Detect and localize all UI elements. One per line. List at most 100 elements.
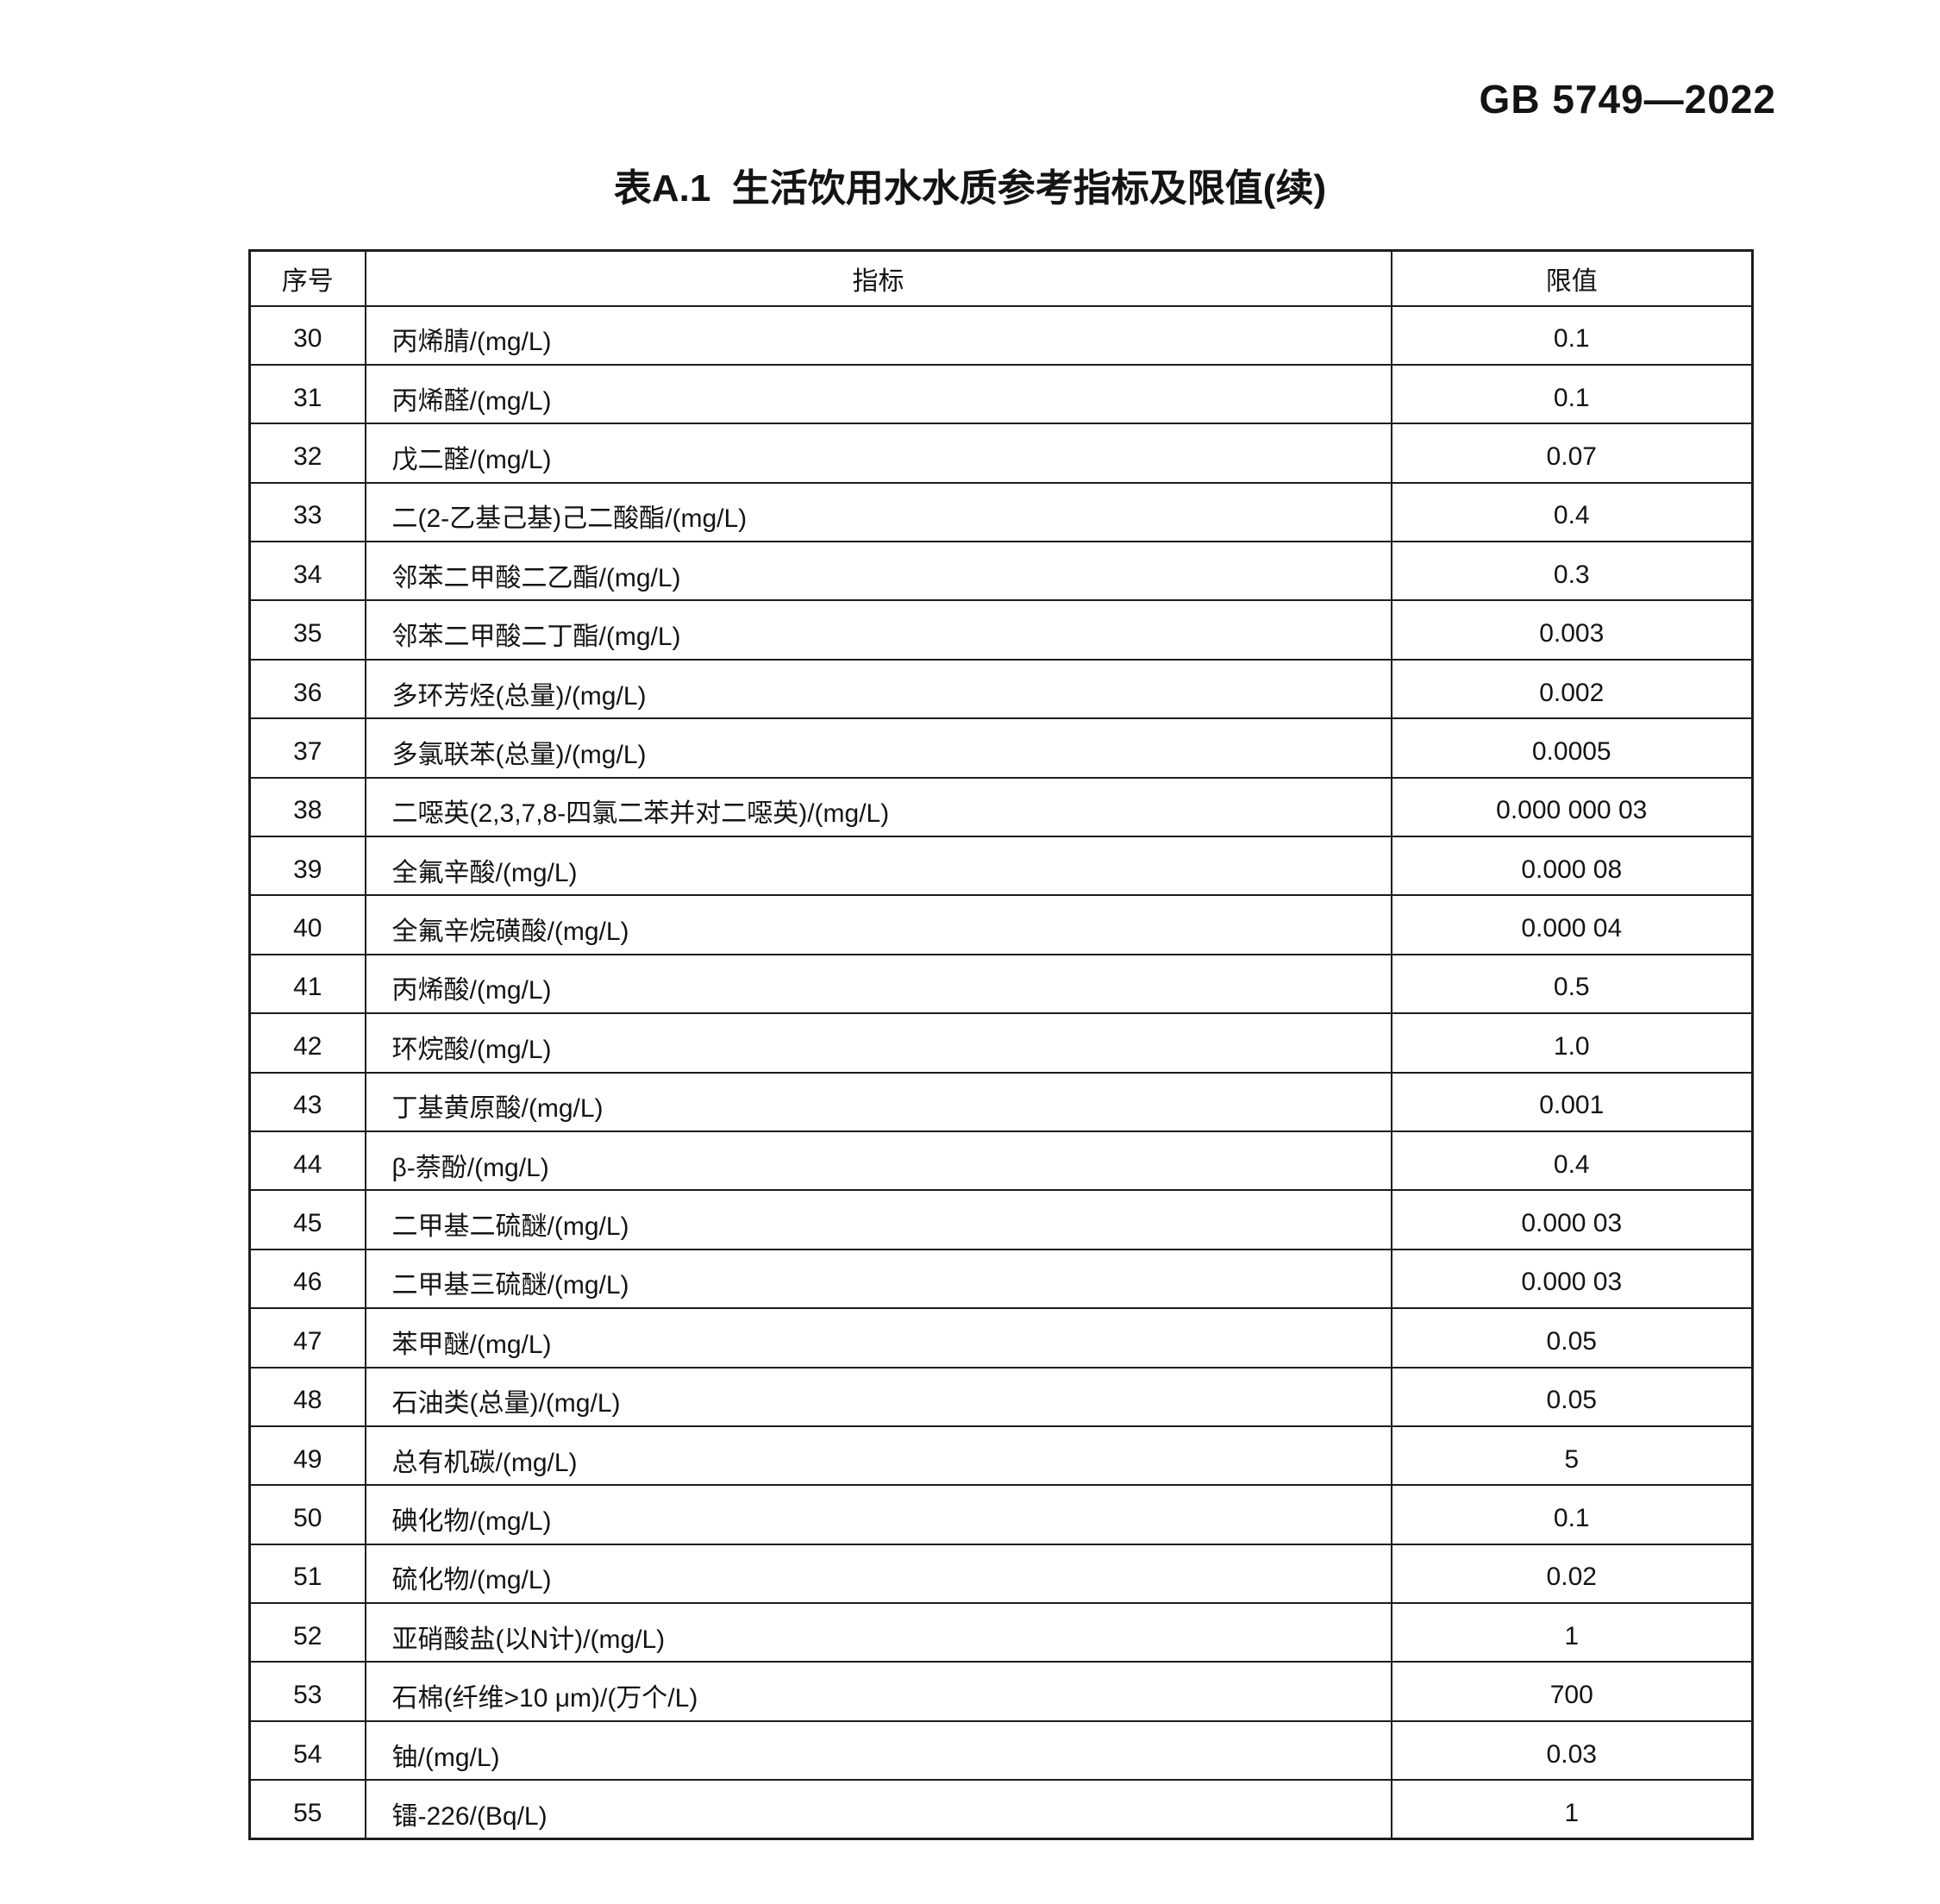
row-number-cell: 31	[248, 363, 366, 425]
limit-cell: 0.000 04	[1390, 894, 1754, 955]
limit-cell: 0.5	[1390, 953, 1754, 1015]
table-row: 31 丙烯醛/(mg/L) 0.1	[248, 363, 1754, 425]
indicator-cell: 全氟辛酸/(mg/L)	[364, 836, 1392, 897]
table-row: 47 苯甲醚/(mg/L) 0.05	[248, 1307, 1754, 1368]
limit-cell: 0.003	[1390, 599, 1754, 661]
header-row: 序号 指标 限值	[248, 249, 1754, 307]
indicator-cell: 碘化物/(mg/L)	[364, 1484, 1392, 1545]
indicator-cell: 二噁英(2,3,7,8-四氯二苯并对二噁英)/(mg/L)	[364, 776, 1392, 838]
row-number-cell: 40	[248, 894, 366, 955]
indicator-cell: 二(2-乙基己基)己二酸酯/(mg/L)	[364, 481, 1392, 543]
table-row: 33 二(2-乙基己基)己二酸酯/(mg/L) 0.4	[248, 481, 1754, 543]
indicator-cell: 石油类(总量)/(mg/L)	[364, 1366, 1392, 1427]
limit-cell: 0.4	[1390, 481, 1754, 543]
row-number-cell: 49	[248, 1425, 366, 1487]
indicator-cell: 环烷酸/(mg/L)	[364, 1012, 1392, 1074]
doc-code: GB 5749—2022	[1479, 77, 1776, 122]
limit-cell: 0.000 03	[1390, 1248, 1754, 1310]
indicator-cell: 苯甲醚/(mg/L)	[364, 1307, 1392, 1368]
table-row: 53 石棉(纤维>10 μm)/(万个/L) 700	[248, 1661, 1754, 1722]
indicator-cell: 邻苯二甲酸二乙酯/(mg/L)	[364, 541, 1392, 602]
table-title: 表A.1 生活饮用水水质参考指标及限值(续)	[613, 167, 1327, 210]
table-row: 36 多环芳烃(总量)/(mg/L) 0.002	[248, 658, 1754, 720]
limit-cell: 5	[1390, 1425, 1754, 1487]
table-header: 序号 指标 限值	[248, 249, 1754, 307]
indicator-cell: 丙烯腈/(mg/L)	[364, 304, 1392, 366]
limit-cell: 0.03	[1390, 1719, 1754, 1782]
limit-cell: 1	[1390, 1602, 1754, 1663]
row-number-cell: 38	[248, 776, 366, 838]
indicator-cell: 镭-226/(Bq/L)	[364, 1779, 1392, 1840]
table-row: 30 丙烯腈/(mg/L) 0.1	[248, 304, 1754, 366]
row-number-cell: 44	[248, 1130, 366, 1192]
indicator-cell: 亚硝酸盐(以N计)/(mg/L)	[364, 1602, 1392, 1663]
row-number-cell: 43	[248, 1071, 366, 1132]
table-body: 30 丙烯腈/(mg/L) 0.1 31 丙烯醛/(mg/L) 0.1 32 戊二醛/(mg/…	[248, 304, 1754, 1840]
row-number-cell: 30	[248, 304, 366, 366]
row-number-cell: 54	[248, 1719, 366, 1782]
row-number-cell: 50	[248, 1484, 366, 1545]
table-row: 34 邻苯二甲酸二乙酯/(mg/L) 0.3	[248, 541, 1754, 602]
table-row: 48 石油类(总量)/(mg/L) 0.05	[248, 1366, 1754, 1427]
indicator-cell: 二甲基三硫醚/(mg/L)	[364, 1248, 1392, 1310]
table-row: 45 二甲基二硫醚/(mg/L) 0.000 03	[248, 1189, 1754, 1250]
column-header-no: 序号	[248, 249, 366, 307]
column-header-indicator: 指标	[364, 249, 1392, 307]
column-header-limit: 限值	[1390, 249, 1754, 307]
row-number-cell: 48	[248, 1366, 366, 1427]
table-row: 49 总有机碳/(mg/L) 5	[248, 1425, 1754, 1487]
table-row: 39 全氟辛酸/(mg/L) 0.000 08	[248, 836, 1754, 897]
water-quality-table: 序号 指标 限值 30 丙烯腈/(mg/L) 0.1 31 丙烯醛/(mg/L) 0.1 3…	[248, 249, 1754, 1841]
table-row: 38 二噁英(2,3,7,8-四氯二苯并对二噁英)/(mg/L) 0.000 000…	[248, 776, 1754, 838]
row-number-cell: 46	[248, 1248, 366, 1310]
indicator-cell: 二甲基二硫醚/(mg/L)	[364, 1189, 1392, 1250]
table-row: 42 环烷酸/(mg/L) 1.0	[248, 1012, 1754, 1074]
indicator-cell: 戊二醛/(mg/L)	[364, 423, 1392, 484]
limit-cell: 0.05	[1390, 1307, 1754, 1368]
limit-cell: 0.07	[1390, 423, 1754, 484]
indicator-cell: 铀/(mg/L)	[364, 1719, 1392, 1782]
row-number-cell: 47	[248, 1307, 366, 1368]
table-row: 54 铀/(mg/L) 0.03	[248, 1719, 1754, 1782]
indicator-cell: 丙烯醛/(mg/L)	[364, 363, 1392, 425]
table-row: 46 二甲基三硫醚/(mg/L) 0.000 03	[248, 1248, 1754, 1310]
limit-cell: 0.0005	[1390, 717, 1754, 779]
limit-cell: 0.02	[1390, 1543, 1754, 1605]
limit-cell: 700	[1390, 1661, 1754, 1722]
limit-cell: 0.1	[1390, 1484, 1754, 1545]
indicator-cell: 石棉(纤维>10 μm)/(万个/L)	[364, 1661, 1392, 1722]
indicator-cell: 总有机碳/(mg/L)	[364, 1425, 1392, 1487]
row-number-cell: 42	[248, 1012, 366, 1074]
table-row: 32 戊二醛/(mg/L) 0.07	[248, 423, 1754, 484]
table-row: 35 邻苯二甲酸二丁酯/(mg/L) 0.003	[248, 599, 1754, 661]
row-number-cell: 36	[248, 658, 366, 720]
indicator-cell: 丁基黄原酸/(mg/L)	[364, 1071, 1392, 1132]
row-number-cell: 39	[248, 836, 366, 897]
indicator-cell: 多环芳烃(总量)/(mg/L)	[364, 658, 1392, 720]
row-number-cell: 52	[248, 1602, 366, 1663]
table-row: 41 丙烯酸/(mg/L) 0.5	[248, 953, 1754, 1015]
limit-cell: 0.000 000 03	[1390, 776, 1754, 838]
row-number-cell: 55	[248, 1779, 366, 1840]
indicator-cell: 邻苯二甲酸二丁酯/(mg/L)	[364, 599, 1392, 661]
limit-cell: 0.4	[1390, 1130, 1754, 1192]
table-row: 52 亚硝酸盐(以N计)/(mg/L) 1	[248, 1602, 1754, 1663]
row-number-cell: 35	[248, 599, 366, 661]
row-number-cell: 41	[248, 953, 366, 1015]
limit-cell: 0.002	[1390, 658, 1754, 720]
limit-cell: 1.0	[1390, 1012, 1754, 1074]
limit-cell: 0.3	[1390, 541, 1754, 602]
row-number-cell: 33	[248, 481, 366, 543]
limit-cell: 1	[1390, 1779, 1754, 1840]
row-number-cell: 51	[248, 1543, 366, 1605]
limit-cell: 0.1	[1390, 304, 1754, 366]
row-number-cell: 53	[248, 1661, 366, 1722]
row-number-cell: 32	[248, 423, 366, 484]
table-row: 40 全氟辛烷磺酸/(mg/L) 0.000 04	[248, 894, 1754, 955]
indicator-cell: 全氟辛烷磺酸/(mg/L)	[364, 894, 1392, 955]
limit-cell: 0.05	[1390, 1366, 1754, 1427]
table-row: 55 镭-226/(Bq/L) 1	[248, 1779, 1754, 1840]
indicator-cell: 丙烯酸/(mg/L)	[364, 953, 1392, 1015]
row-number-cell: 37	[248, 717, 366, 779]
limit-cell: 0.000 03	[1390, 1189, 1754, 1250]
